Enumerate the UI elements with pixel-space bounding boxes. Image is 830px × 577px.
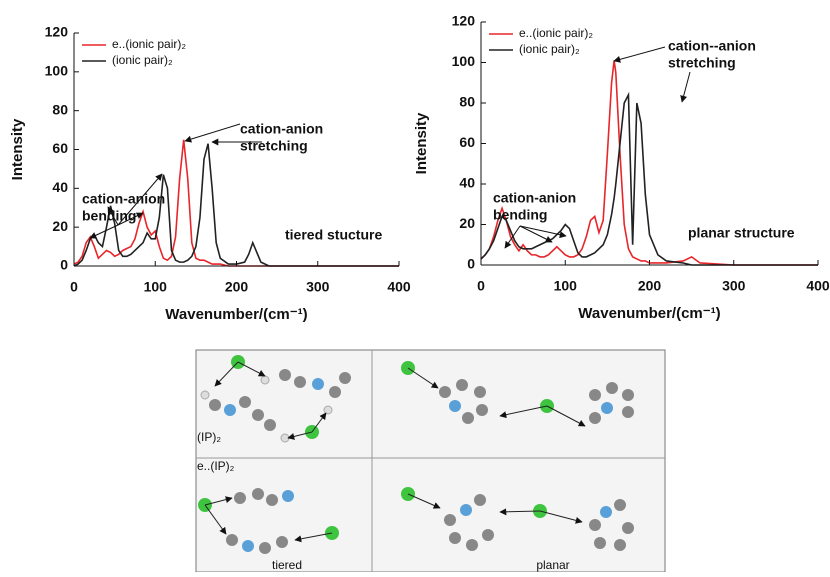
y-tick-label: 100: [45, 63, 69, 79]
y-tick-label: 80: [52, 101, 68, 117]
x-tick-label: 300: [722, 278, 746, 294]
page: {"chart_data": [ {"type": "line", "xlabe…: [0, 0, 830, 572]
x-tick-label: 300: [306, 279, 330, 295]
x-axis-title: Wavenumber/(cm⁻¹): [165, 306, 307, 323]
y-tick-label: 100: [452, 53, 476, 69]
annotation-arrow: [520, 226, 552, 242]
annotation-arrow: [185, 124, 240, 141]
x-tick-label: 400: [387, 279, 411, 295]
x-tick-label: 200: [225, 279, 249, 295]
legend-label: (ionic pair)₂: [519, 42, 580, 56]
y-axis-title: Intensity: [9, 118, 26, 180]
structure-label: (IP)₂: [197, 430, 221, 444]
y-tick-label: 20: [52, 218, 68, 234]
annotation: stretching: [240, 138, 308, 154]
y-tick-label: 40: [52, 179, 68, 195]
annotation-arrow: [682, 72, 690, 102]
x-tick-label: 100: [554, 278, 578, 294]
annotation: cation-anion: [82, 191, 165, 207]
annotation-arrow: [520, 226, 566, 236]
y-tick-label: 120: [452, 13, 476, 29]
annotation: cation--anion: [668, 38, 756, 54]
x-tick-label: 0: [477, 278, 485, 294]
y-tick-label: 60: [52, 140, 68, 156]
x-tick-label: 200: [638, 278, 662, 294]
y-tick-label: 20: [459, 215, 475, 231]
y-tick-label: 120: [45, 24, 69, 40]
figure: (IP)₂ e..(IP)₂ tiered planar e..(ionic p…: [0, 0, 830, 572]
annotation: cation-anion: [240, 121, 323, 137]
annotation: planar structure: [688, 225, 795, 241]
structure-panel: (IP)₂ e..(IP)₂ tiered planar: [196, 350, 665, 572]
y-tick-label: 0: [60, 257, 68, 273]
annotation: bending: [493, 207, 547, 223]
x-tick-label: 100: [144, 279, 168, 295]
structure-label: tiered: [272, 558, 302, 572]
x-axis-title: Wavenumber/(cm⁻¹): [578, 305, 720, 322]
x-tick-label: 0: [70, 279, 78, 295]
annotation-arrow: [614, 47, 665, 61]
annotation: tiered stucture: [285, 227, 382, 243]
y-tick-label: 60: [459, 134, 475, 150]
annotation: stretching: [668, 55, 736, 71]
legend-label: e..(ionic pair)₂: [112, 37, 186, 51]
structure-label: planar: [536, 558, 569, 572]
legend-label: e..(ionic pair)₂: [519, 26, 593, 40]
y-tick-label: 0: [467, 256, 475, 272]
structure-label: e..(IP)₂: [197, 459, 235, 473]
x-tick-label: 400: [806, 278, 830, 294]
y-tick-label: 40: [459, 175, 475, 191]
annotation: cation-anion: [493, 190, 576, 206]
legend-label: (ionic pair)₂: [112, 53, 173, 67]
y-axis-title: Intensity: [413, 112, 430, 174]
y-tick-label: 80: [459, 94, 475, 110]
